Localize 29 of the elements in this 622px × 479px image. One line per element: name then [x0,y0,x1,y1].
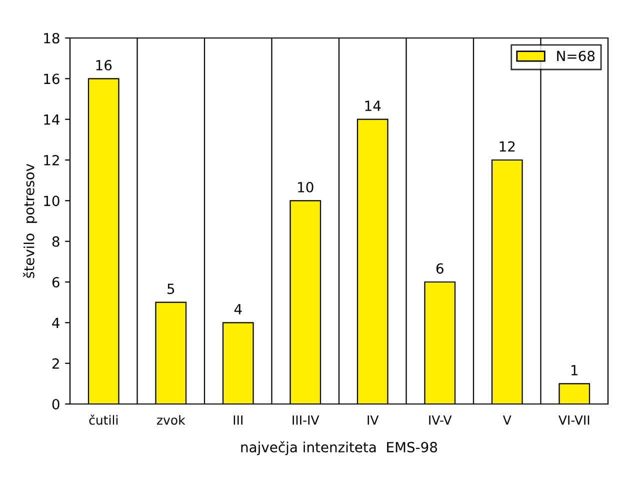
y-tick-label: 12 [44,154,59,166]
x-tick-label: IV-V [429,415,452,425]
legend-label: N=68 [557,50,595,62]
x-tick-label: čutili [89,414,118,425]
data-label: 10 [298,182,314,192]
data-label: 12 [500,141,515,152]
x-tick-label: V [502,415,512,425]
x-tick-label: VI-VII [558,415,590,425]
y-tick-label: 2 [52,358,59,369]
y-tick-label: 18 [44,32,60,44]
data-label: 6 [436,263,444,274]
y-tick-label: 10 [44,196,60,206]
x-tick-label: zvok [156,415,186,425]
y-tick-label: 8 [52,236,60,247]
data-label: 16 [96,60,112,70]
x-tick-label: III-IV [292,415,320,425]
x-tick-label: IV [368,415,379,425]
data-label: 5 [168,284,174,294]
x-tick-label: III [234,415,242,425]
y-tick-label: 6 [52,276,60,288]
y-tick-label: 4 [52,318,60,328]
x-axis-title: največja intenziteta EMS-98 [241,441,438,456]
data-label: 4 [234,304,242,314]
data-label: 1 [571,365,578,376]
y-tick-label: 0 [52,398,60,410]
y-tick-label: 16 [44,74,60,84]
y-tick-label: 14 [44,114,60,125]
y-axis-title: število potresov [23,164,38,278]
data-label: 14 [365,100,381,111]
